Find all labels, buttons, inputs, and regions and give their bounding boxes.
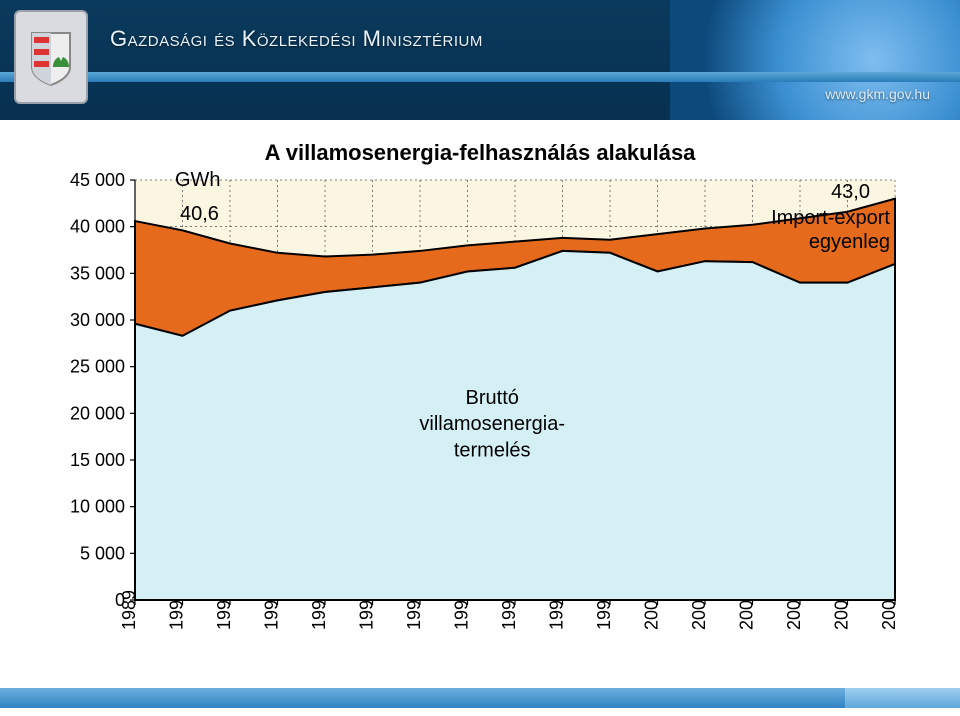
svg-text:5 000: 5 000 [80, 543, 125, 563]
footer-bar [0, 688, 960, 708]
svg-text:40 000: 40 000 [70, 217, 125, 237]
hungary-crest-icon [14, 10, 88, 104]
gen-label-2: villamosenergia- [419, 413, 565, 435]
chart-container: A villamosenergia-felhasználás alakulása… [40, 130, 920, 670]
svg-text:35 000: 35 000 [70, 263, 125, 283]
import-export-1: Import-export [771, 207, 890, 229]
gen-label-3: termelés [454, 439, 531, 461]
svg-text:30 000: 30 000 [70, 310, 125, 330]
svg-text:10 000: 10 000 [70, 497, 125, 517]
svg-text:15 000: 15 000 [70, 450, 125, 470]
right-value: 43,0 [831, 181, 870, 203]
svg-text:25 000: 25 000 [70, 357, 125, 377]
import-export-2: egyenleg [809, 231, 890, 253]
header-banner: Gazdasági és Közlekedési Minisztérium ww… [0, 0, 960, 120]
gen-label-1: Bruttó [466, 387, 519, 409]
ministry-title: Gazdasági és Közlekedési Minisztérium [110, 26, 483, 52]
unit-label: GWh [175, 169, 221, 191]
header-stripe [0, 72, 960, 82]
area-chart: 05 00010 00015 00020 00025 00030 00035 0… [40, 130, 920, 670]
left-value: 40,6 [180, 203, 219, 225]
svg-text:20 000: 20 000 [70, 403, 125, 423]
svg-text:45 000: 45 000 [70, 170, 125, 190]
website-url: www.gkm.gov.hu [825, 86, 930, 102]
globe-graphic [670, 0, 960, 120]
